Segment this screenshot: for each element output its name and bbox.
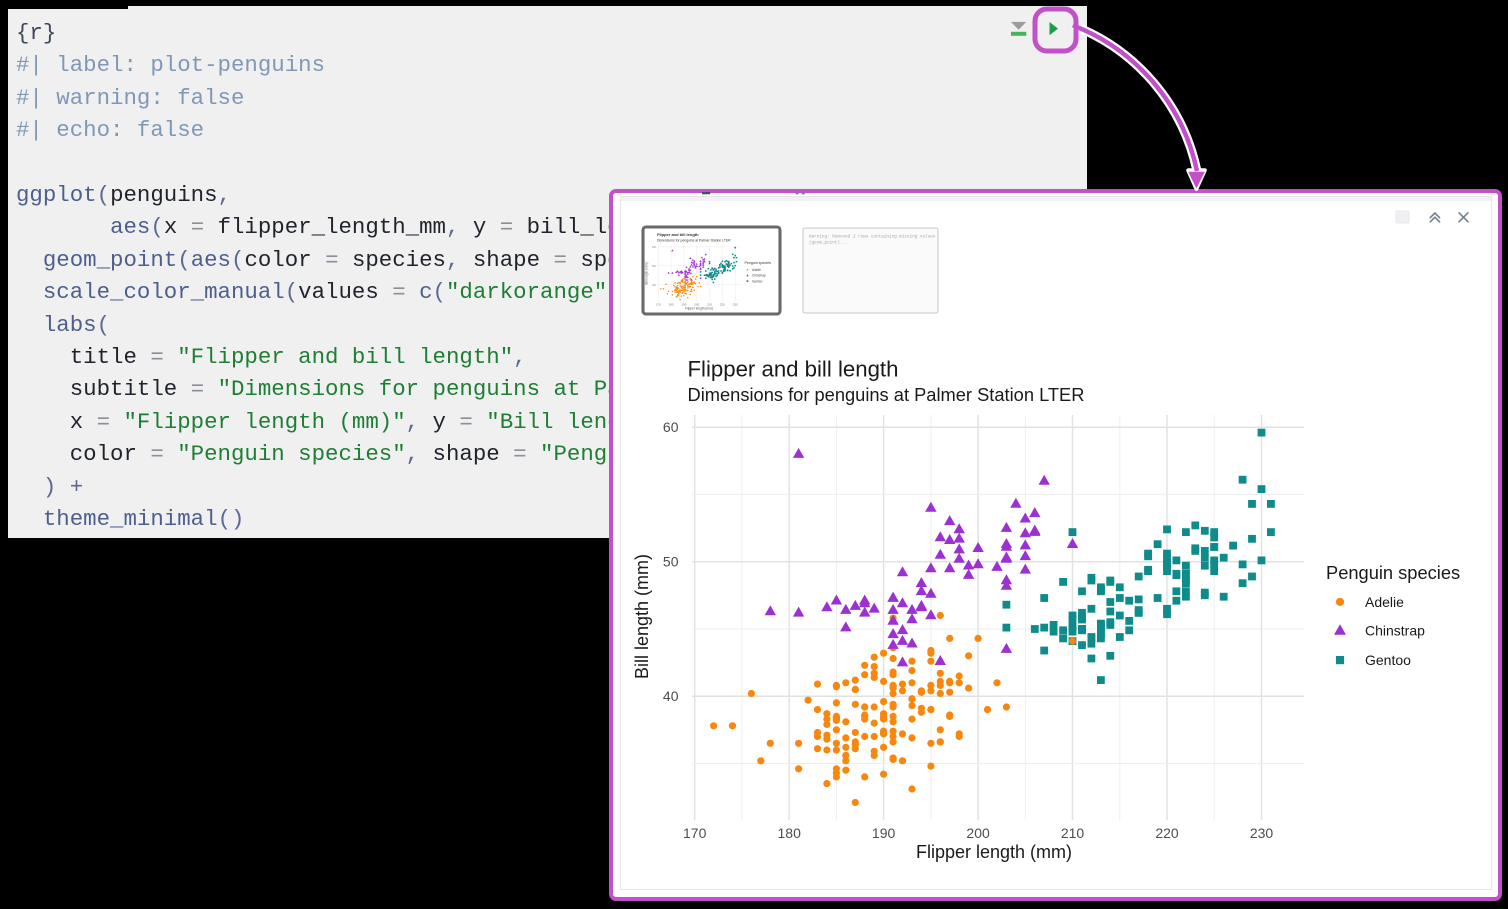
svg-text:Gentoo: Gentoo xyxy=(752,279,763,283)
svg-text:50: 50 xyxy=(652,264,656,268)
svg-text:230: 230 xyxy=(733,303,738,307)
svg-text:210: 210 xyxy=(707,303,712,307)
svg-text:180: 180 xyxy=(778,825,802,841)
svg-text:Flipper length (mm): Flipper length (mm) xyxy=(685,307,713,311)
svg-text:220: 220 xyxy=(720,303,725,307)
svg-text:220: 220 xyxy=(1155,825,1179,841)
svg-text:Flipper and bill length: Flipper and bill length xyxy=(657,232,699,237)
svg-text:230: 230 xyxy=(1250,825,1274,841)
svg-text:200: 200 xyxy=(694,303,699,307)
svg-text:Adelie: Adelie xyxy=(1365,594,1404,610)
svg-text:(geom_point)...: (geom_point)... xyxy=(809,241,848,246)
svg-text:Penguin species: Penguin species xyxy=(745,261,772,265)
svg-text:40: 40 xyxy=(663,688,679,704)
svg-text:Gentoo: Gentoo xyxy=(1365,652,1411,668)
svg-text:210: 210 xyxy=(1061,825,1085,841)
svg-text:Dimensions for penguins at Pal: Dimensions for penguins at Palmer Statio… xyxy=(688,384,1085,405)
svg-text:Flipper length (mm): Flipper length (mm) xyxy=(916,842,1072,862)
svg-text:190: 190 xyxy=(681,303,686,307)
svg-text:50: 50 xyxy=(663,554,679,570)
svg-text:170: 170 xyxy=(656,303,661,307)
svg-text:170: 170 xyxy=(683,825,707,841)
svg-text:Bill length (mm): Bill length (mm) xyxy=(632,554,652,679)
svg-text:40: 40 xyxy=(652,283,656,287)
svg-text:60: 60 xyxy=(652,245,656,249)
svg-text:Dimensions for penguins at Pal: Dimensions for penguins at Palmer Statio… xyxy=(657,239,731,243)
svg-text:Penguin species: Penguin species xyxy=(1326,562,1460,583)
svg-text:190: 190 xyxy=(872,825,896,841)
svg-text:Adelie: Adelie xyxy=(752,268,761,272)
svg-text:Bill length (mm): Bill length (mm) xyxy=(645,262,649,284)
svg-text:60: 60 xyxy=(663,419,679,435)
svg-text:Chinstrap: Chinstrap xyxy=(752,274,766,278)
svg-text:180: 180 xyxy=(669,303,674,307)
svg-text:Warning: Removed 2 rows contai: Warning: Removed 2 rows containing missi… xyxy=(809,235,936,240)
svg-text:Flipper and bill length: Flipper and bill length xyxy=(688,357,899,382)
svg-text:200: 200 xyxy=(966,825,990,841)
svg-text:Chinstrap: Chinstrap xyxy=(1365,623,1425,639)
